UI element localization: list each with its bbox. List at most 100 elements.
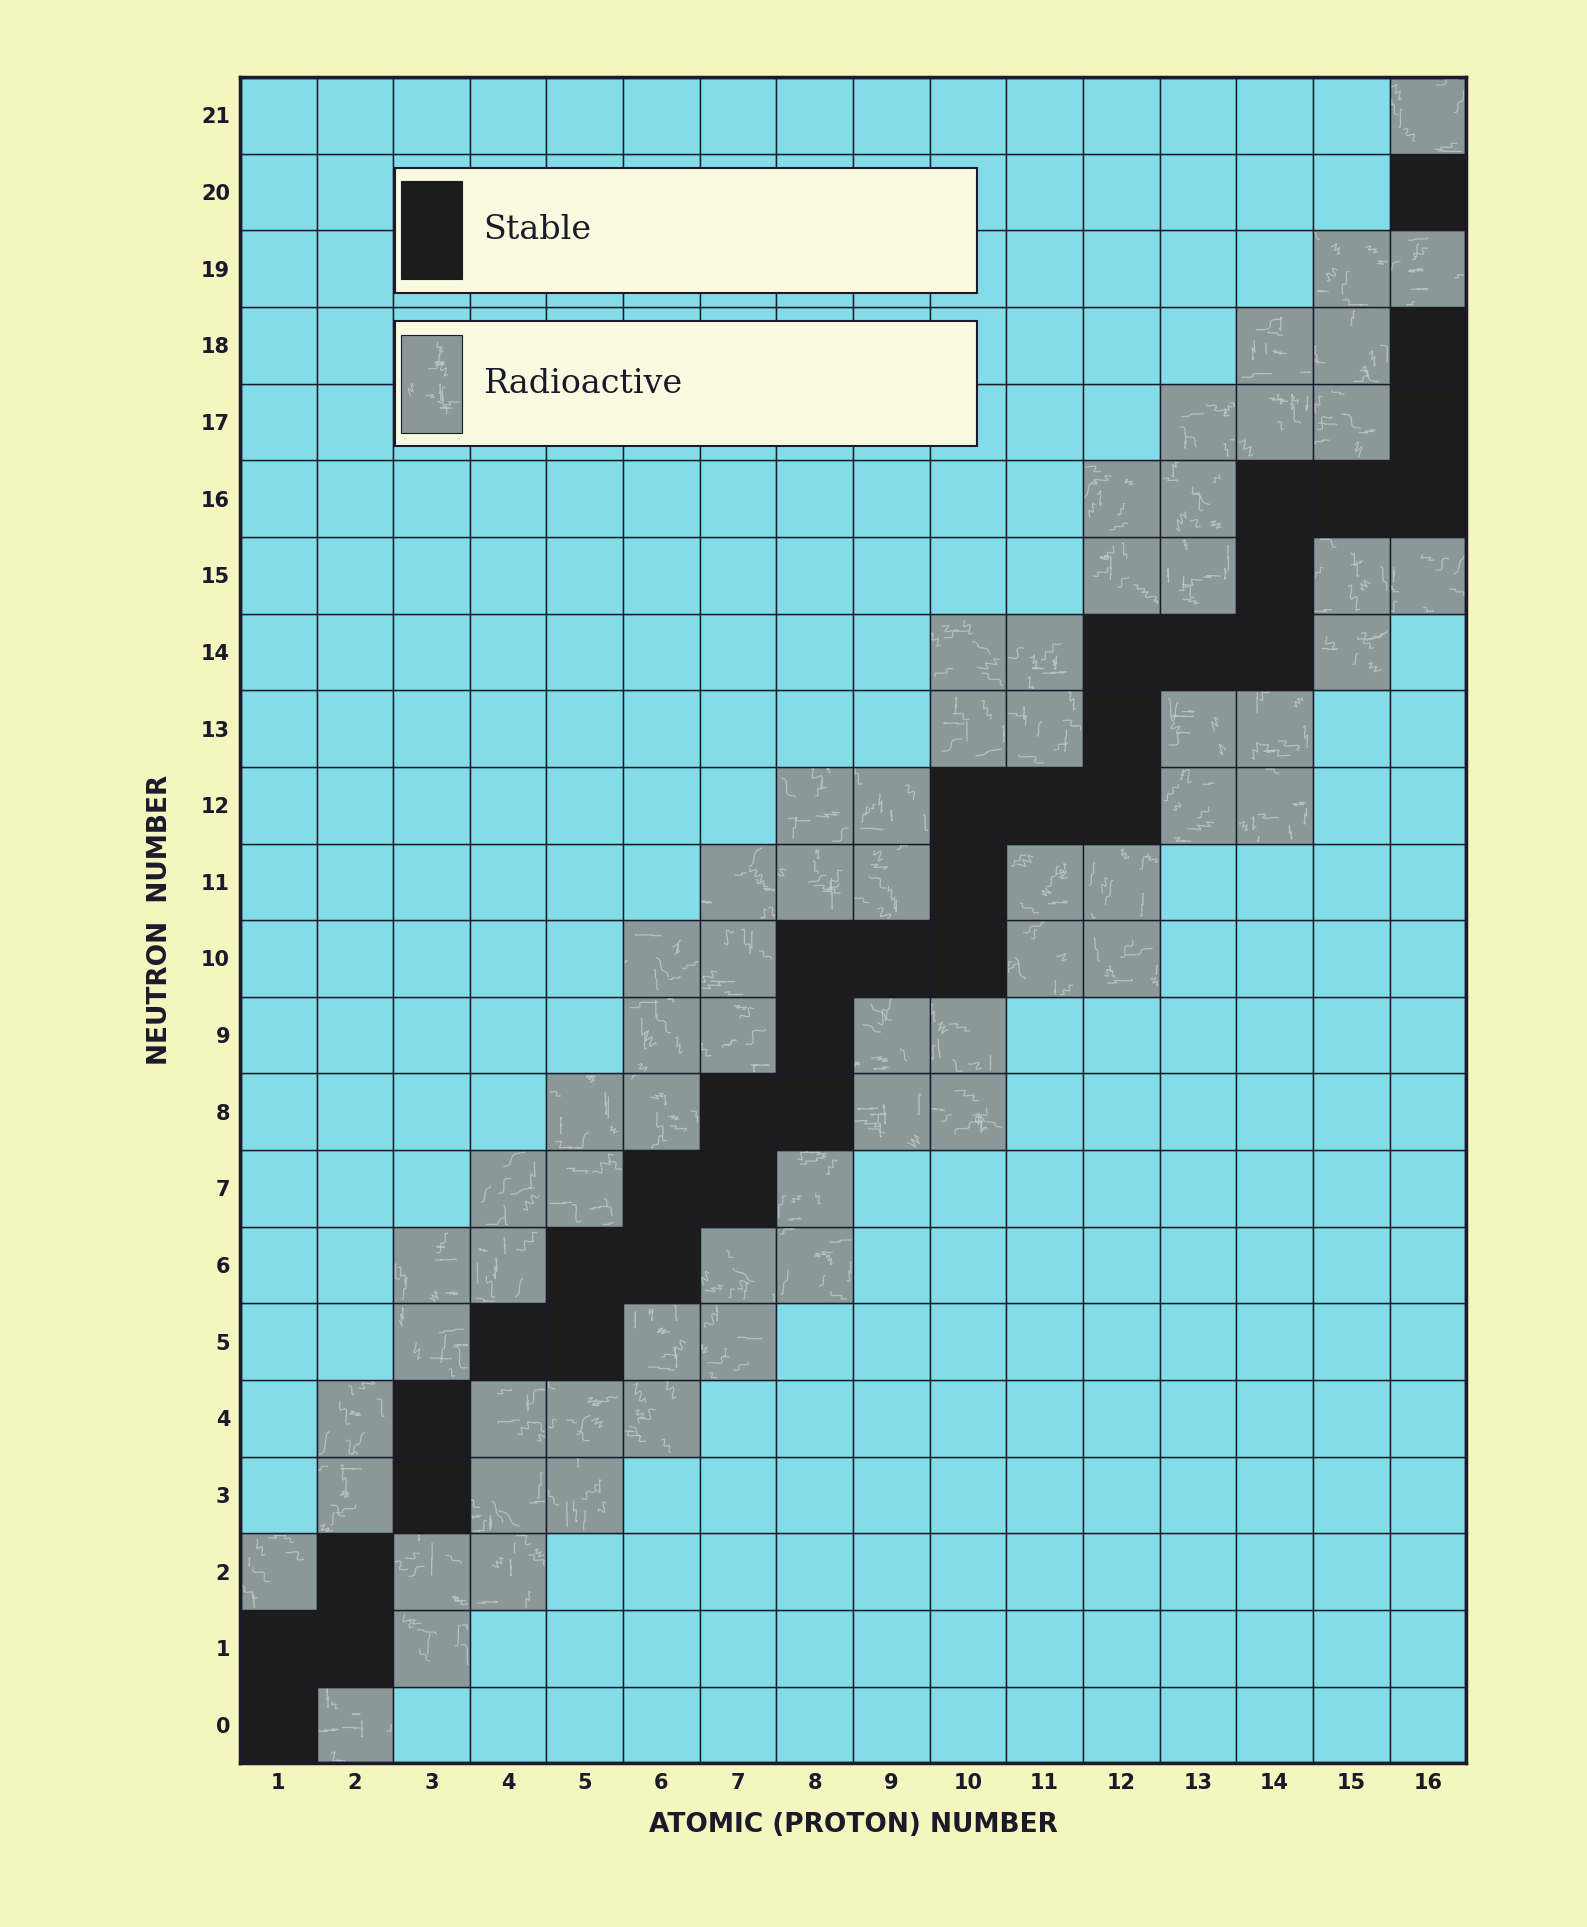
Bar <box>546 1150 624 1227</box>
Bar <box>546 383 624 461</box>
Bar <box>776 844 854 921</box>
Bar <box>240 690 316 767</box>
Bar <box>1390 306 1466 383</box>
Bar <box>240 921 316 996</box>
Bar <box>1006 1534 1082 1609</box>
Bar <box>1160 996 1236 1073</box>
Bar <box>470 538 546 613</box>
Bar <box>776 77 854 154</box>
Bar <box>1006 383 1082 461</box>
Bar <box>546 1227 624 1303</box>
Bar <box>240 1073 316 1150</box>
Bar <box>1390 1073 1466 1150</box>
Bar <box>624 690 700 767</box>
Bar <box>930 1380 1006 1457</box>
Bar <box>930 538 1006 613</box>
Bar <box>776 383 854 461</box>
Bar <box>240 1303 316 1380</box>
Bar <box>1390 383 1466 461</box>
Bar <box>316 306 394 383</box>
Bar <box>776 690 854 767</box>
Bar <box>1236 1534 1312 1609</box>
Bar <box>1082 996 1160 1073</box>
Bar <box>1312 1609 1390 1686</box>
Bar <box>776 1534 854 1609</box>
Bar <box>1160 1534 1236 1609</box>
Bar <box>546 77 624 154</box>
Bar <box>854 77 930 154</box>
Bar <box>1312 538 1390 613</box>
Bar <box>240 613 316 690</box>
Bar <box>930 1303 1006 1380</box>
Bar <box>776 1380 854 1457</box>
Bar <box>776 306 854 383</box>
Bar <box>776 1686 854 1763</box>
Bar <box>402 335 462 434</box>
Bar <box>546 1303 624 1380</box>
Bar <box>1006 844 1082 921</box>
Bar <box>624 996 700 1073</box>
Bar <box>470 690 546 767</box>
Bar <box>854 154 930 231</box>
Bar <box>394 1073 470 1150</box>
Bar <box>394 690 470 767</box>
Bar <box>700 77 776 154</box>
Bar <box>1160 1686 1236 1763</box>
Bar <box>700 1150 776 1227</box>
Bar <box>1312 1073 1390 1150</box>
Bar <box>700 1227 776 1303</box>
Bar <box>240 77 316 154</box>
Bar <box>394 231 470 306</box>
Bar <box>1160 231 1236 306</box>
Bar <box>1390 1534 1466 1609</box>
Bar <box>316 996 394 1073</box>
Bar <box>1236 1303 1312 1380</box>
Bar <box>546 154 624 231</box>
Bar <box>930 613 1006 690</box>
Bar <box>1312 383 1390 461</box>
Bar <box>394 538 470 613</box>
Bar <box>240 996 316 1073</box>
Bar <box>1082 1534 1160 1609</box>
Bar <box>700 306 776 383</box>
Bar <box>624 1609 700 1686</box>
Bar <box>402 181 462 279</box>
Bar <box>700 1534 776 1609</box>
Bar <box>546 231 624 306</box>
Bar <box>854 306 930 383</box>
Bar <box>1312 921 1390 996</box>
Bar <box>240 1609 316 1686</box>
Bar <box>854 1227 930 1303</box>
Bar <box>700 461 776 538</box>
Bar <box>1082 1457 1160 1534</box>
Bar <box>854 1073 930 1150</box>
Bar <box>316 231 394 306</box>
Bar <box>470 461 546 538</box>
Bar <box>1312 767 1390 844</box>
Bar <box>394 921 470 996</box>
Bar <box>854 461 930 538</box>
Bar <box>1236 306 1312 383</box>
Bar <box>624 1380 700 1457</box>
Bar <box>240 383 316 461</box>
Bar <box>700 1380 776 1457</box>
Bar <box>1160 538 1236 613</box>
Bar <box>1312 1457 1390 1534</box>
Bar <box>1082 461 1160 538</box>
Bar <box>1160 921 1236 996</box>
Bar <box>1006 1457 1082 1534</box>
Bar <box>394 1380 470 1457</box>
Bar <box>240 461 316 538</box>
Bar <box>394 383 470 461</box>
Bar <box>1160 690 1236 767</box>
Bar <box>1236 154 1312 231</box>
Bar <box>1082 1227 1160 1303</box>
Bar <box>930 1534 1006 1609</box>
Bar <box>930 1686 1006 1763</box>
Bar <box>1236 461 1312 538</box>
Bar <box>930 767 1006 844</box>
Bar <box>930 844 1006 921</box>
Bar <box>776 1073 854 1150</box>
Bar <box>240 767 316 844</box>
Bar <box>854 1457 930 1534</box>
